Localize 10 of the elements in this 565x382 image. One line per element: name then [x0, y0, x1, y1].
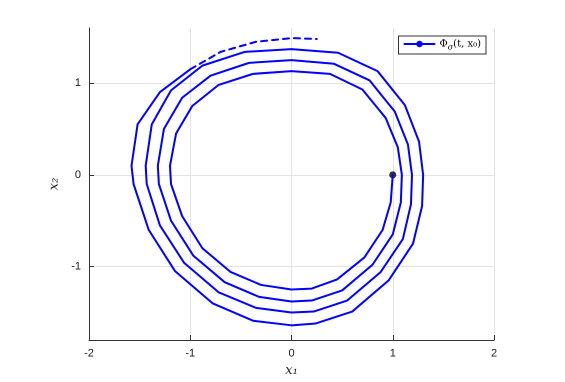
- x-axis-title: x₁: [285, 362, 298, 378]
- x-tick-label: 2: [490, 348, 498, 360]
- y-tick-label: -1: [71, 260, 81, 273]
- y-tick-label: 1: [74, 77, 81, 90]
- x-tick-label: 0: [288, 348, 295, 360]
- y-tick-label: 0: [74, 168, 81, 181]
- y-axis-title: x₂: [46, 178, 62, 190]
- x-tick-label: 1: [390, 348, 396, 360]
- x-tick-label: -2: [84, 348, 94, 360]
- x-tick-label: -1: [185, 348, 196, 360]
